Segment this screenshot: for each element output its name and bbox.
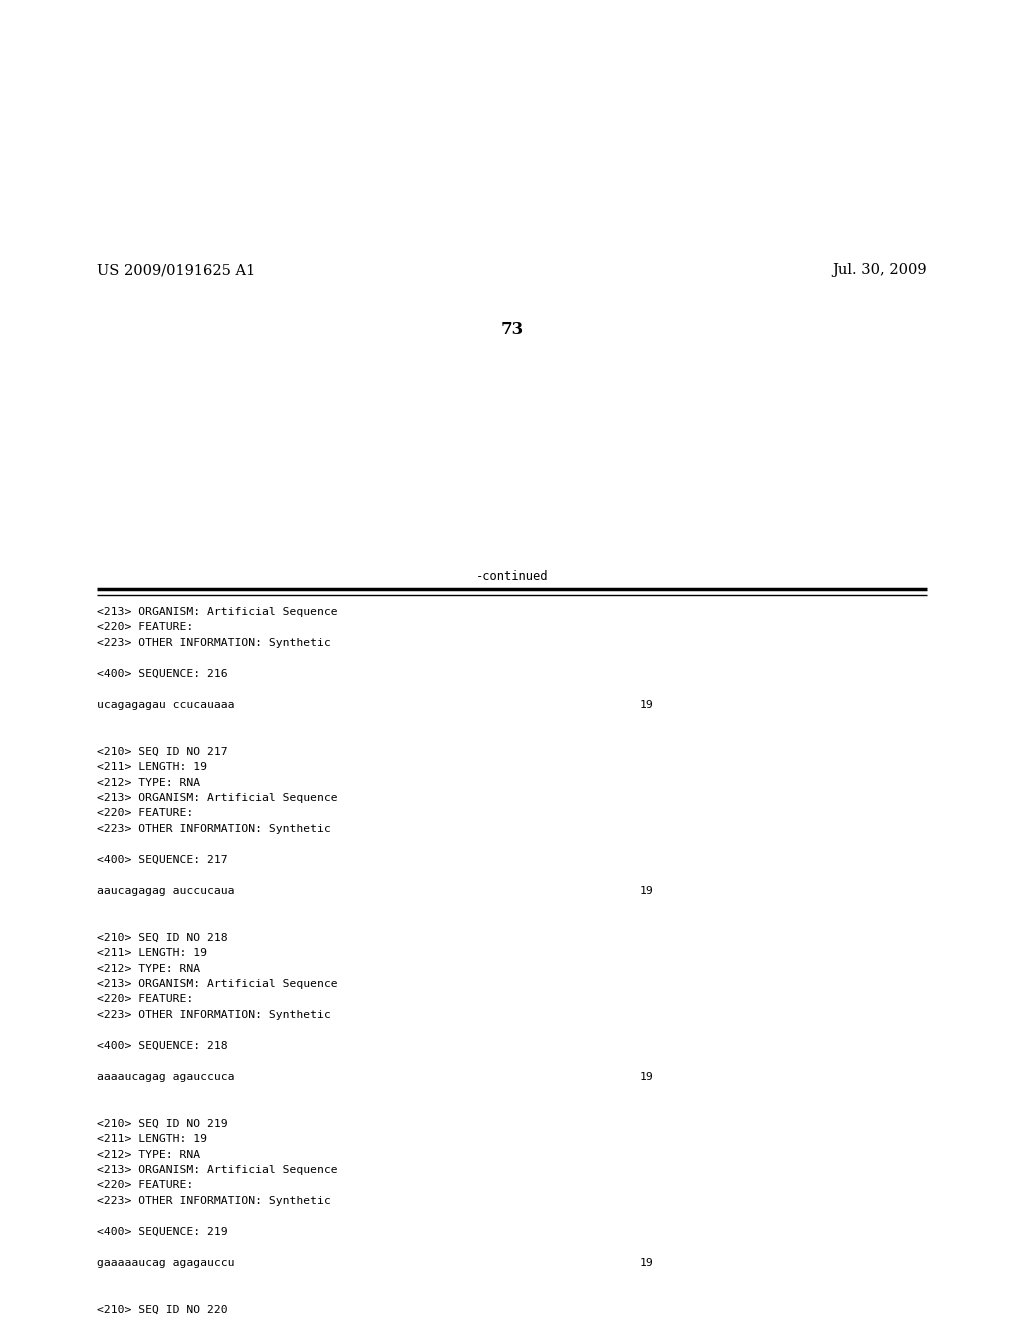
Text: <223> OTHER INFORMATION: Synthetic: <223> OTHER INFORMATION: Synthetic	[97, 1010, 331, 1020]
Text: <400> SEQUENCE: 217: <400> SEQUENCE: 217	[97, 855, 228, 865]
Text: <213> ORGANISM: Artificial Sequence: <213> ORGANISM: Artificial Sequence	[97, 1166, 338, 1175]
Text: 19: 19	[640, 700, 653, 710]
Text: <212> TYPE: RNA: <212> TYPE: RNA	[97, 964, 201, 974]
Text: <211> LENGTH: 19: <211> LENGTH: 19	[97, 1134, 207, 1144]
Text: Jul. 30, 2009: Jul. 30, 2009	[833, 263, 927, 277]
Text: <213> ORGANISM: Artificial Sequence: <213> ORGANISM: Artificial Sequence	[97, 793, 338, 803]
Text: <223> OTHER INFORMATION: Synthetic: <223> OTHER INFORMATION: Synthetic	[97, 638, 331, 648]
Text: <220> FEATURE:: <220> FEATURE:	[97, 994, 194, 1005]
Text: <220> FEATURE:: <220> FEATURE:	[97, 623, 194, 632]
Text: <400> SEQUENCE: 216: <400> SEQUENCE: 216	[97, 669, 228, 678]
Text: <400> SEQUENCE: 219: <400> SEQUENCE: 219	[97, 1228, 228, 1237]
Text: <210> SEQ ID NO 217: <210> SEQ ID NO 217	[97, 747, 228, 756]
Text: US 2009/0191625 A1: US 2009/0191625 A1	[97, 263, 256, 277]
Text: <213> ORGANISM: Artificial Sequence: <213> ORGANISM: Artificial Sequence	[97, 979, 338, 989]
Text: <220> FEATURE:: <220> FEATURE:	[97, 1180, 194, 1191]
Text: 19: 19	[640, 886, 653, 896]
Text: 73: 73	[501, 322, 523, 338]
Text: <223> OTHER INFORMATION: Synthetic: <223> OTHER INFORMATION: Synthetic	[97, 1196, 331, 1206]
Text: <212> TYPE: RNA: <212> TYPE: RNA	[97, 777, 201, 788]
Text: <210> SEQ ID NO 218: <210> SEQ ID NO 218	[97, 932, 228, 942]
Text: <223> OTHER INFORMATION: Synthetic: <223> OTHER INFORMATION: Synthetic	[97, 824, 331, 834]
Text: <210> SEQ ID NO 219: <210> SEQ ID NO 219	[97, 1118, 228, 1129]
Text: <211> LENGTH: 19: <211> LENGTH: 19	[97, 948, 207, 958]
Text: aaaaucagag agauccuca: aaaaucagag agauccuca	[97, 1072, 234, 1082]
Text: ucagagagau ccucauaaa: ucagagagau ccucauaaa	[97, 700, 234, 710]
Text: <220> FEATURE:: <220> FEATURE:	[97, 808, 194, 818]
Text: <210> SEQ ID NO 220: <210> SEQ ID NO 220	[97, 1304, 228, 1315]
Text: -continued: -continued	[476, 570, 548, 583]
Text: gaaaaaucag agagauccu: gaaaaaucag agagauccu	[97, 1258, 234, 1269]
Text: 19: 19	[640, 1072, 653, 1082]
Text: <400> SEQUENCE: 218: <400> SEQUENCE: 218	[97, 1041, 228, 1051]
Text: <211> LENGTH: 19: <211> LENGTH: 19	[97, 762, 207, 772]
Text: <213> ORGANISM: Artificial Sequence: <213> ORGANISM: Artificial Sequence	[97, 607, 338, 616]
Text: 19: 19	[640, 1258, 653, 1269]
Text: aaucagagag auccucaua: aaucagagag auccucaua	[97, 886, 234, 896]
Text: <212> TYPE: RNA: <212> TYPE: RNA	[97, 1150, 201, 1159]
